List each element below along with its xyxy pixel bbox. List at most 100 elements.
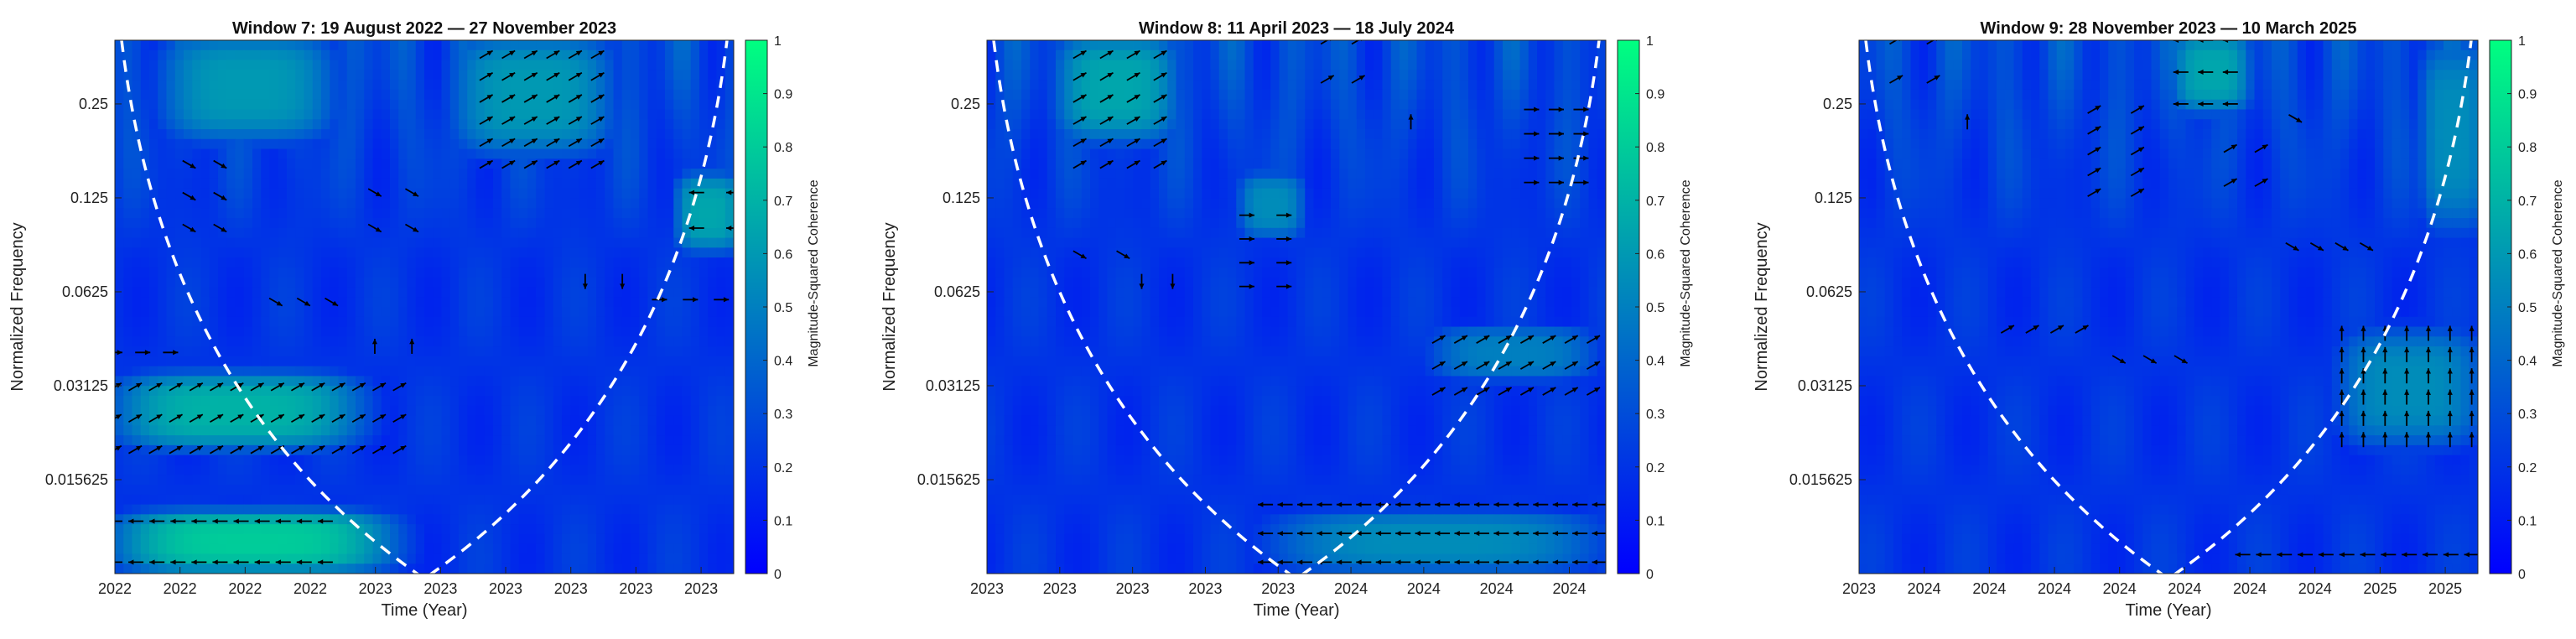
phase-arrow-group bbox=[115, 350, 179, 356]
phase-arrow-group bbox=[2223, 143, 2268, 187]
chart-title: Window 8: 11 April 2023 — 18 July 2024 bbox=[1139, 19, 1455, 38]
phase-arrow-group bbox=[2339, 325, 2475, 448]
y-tick-label: 0.03125 bbox=[1798, 377, 1852, 394]
colorbar-tick-label: 0.1 bbox=[774, 514, 792, 528]
phase-arrow-group bbox=[2285, 242, 2374, 252]
x-tick-label: 2023 bbox=[423, 580, 457, 597]
y-tick-label: 0.03125 bbox=[54, 377, 108, 394]
y-tick-label: 0.015625 bbox=[45, 471, 108, 488]
colorbar-tick-label: 0.4 bbox=[774, 355, 792, 369]
x-tick-label: 2023 bbox=[1043, 580, 1077, 597]
colorbar-tick-label: 0 bbox=[2518, 568, 2526, 582]
phase-arrow-group bbox=[1431, 335, 1601, 396]
y-tick-label: 0.015625 bbox=[917, 471, 980, 488]
x-tick-label: 2023 bbox=[1116, 580, 1150, 597]
x-tick-label: 2024 bbox=[2038, 580, 2071, 597]
coherence-panel-window-8: Window 8: 11 April 2023 — 18 July 2024 0.… bbox=[859, 0, 1717, 639]
x-tick-label: 2023 bbox=[684, 580, 718, 597]
x-tick-label: 2024 bbox=[2103, 580, 2137, 597]
x-tick-label: 2024 bbox=[1552, 580, 1586, 597]
coherence-panel-window-7: Window 7: 19 August 2022 — 27 November 2… bbox=[0, 0, 859, 639]
y-tick-label: 0.0625 bbox=[1806, 283, 1852, 300]
x-tick-label: 2024 bbox=[1334, 580, 1368, 597]
phase-arrow-group bbox=[1320, 40, 1366, 84]
chart-title: Window 9: 28 November 2023 — 10 March 20… bbox=[1981, 19, 2357, 38]
phase-arrow-group bbox=[1072, 250, 1130, 260]
colorbar-tick-label: 0.1 bbox=[1646, 514, 1665, 528]
x-tick-label: 2023 bbox=[1261, 580, 1295, 597]
phase-arrow-group bbox=[115, 382, 407, 455]
colorbar-tick-label: 0.6 bbox=[1646, 247, 1665, 262]
chart-title: Window 7: 19 August 2022 — 27 November 2… bbox=[232, 19, 616, 38]
phase-arrow-group bbox=[652, 297, 730, 303]
y-tick-label: 0.125 bbox=[1815, 190, 1852, 206]
x-tick-label: 2023 bbox=[489, 580, 522, 597]
colorbar-label: Magnitude-Squared Coherence bbox=[2551, 179, 2565, 366]
x-axis-label: Time (Year) bbox=[2126, 601, 2212, 620]
x-tick-label: 2022 bbox=[228, 580, 262, 597]
y-tick-label: 0.125 bbox=[943, 190, 980, 206]
phase-arrow-group bbox=[1408, 114, 1414, 130]
coherence-heatmap bbox=[115, 40, 734, 574]
phase-arrow-group bbox=[182, 159, 227, 233]
coherence-heatmap bbox=[987, 40, 1606, 574]
y-tick-label: 0.0625 bbox=[934, 283, 980, 300]
y-tick-label: 0.0625 bbox=[62, 283, 108, 300]
colorbar-tick-label: 0.9 bbox=[2518, 88, 2537, 102]
colorbar-label: Magnitude-Squared Coherence bbox=[1679, 179, 1693, 366]
colorbar-tick-label: 0.5 bbox=[774, 301, 792, 315]
y-tick-label: 0.25 bbox=[79, 96, 108, 112]
y-axis-label: Normalized Frequency bbox=[8, 222, 27, 391]
colorbar-tick-label: 0.4 bbox=[2518, 355, 2537, 369]
colorbar-tick-label: 0.5 bbox=[1646, 301, 1665, 315]
phase-arrow-group bbox=[1965, 114, 1971, 130]
colorbar-tick-label: 1 bbox=[1646, 34, 1654, 49]
x-tick-label: 2023 bbox=[970, 580, 1004, 597]
y-tick-label: 0.015625 bbox=[1789, 471, 1852, 488]
colorbar-tick-label: 0.7 bbox=[1646, 195, 1665, 209]
phase-arrow-group bbox=[371, 338, 415, 354]
y-axis-label: Normalized Frequency bbox=[880, 222, 899, 391]
phase-arrow-group bbox=[2173, 40, 2238, 106]
phase-arrow-group bbox=[2111, 355, 2189, 364]
coherence-chart-8: Window 8: 11 April 2023 — 18 July 2024 0.… bbox=[880, 19, 1693, 620]
colorbar-label: Magnitude-Squared Coherence bbox=[807, 179, 821, 366]
phase-arrow-group bbox=[2000, 325, 2089, 334]
x-tick-label: 2023 bbox=[554, 580, 588, 597]
colorbar-tick-label: 0.2 bbox=[1646, 461, 1665, 475]
x-tick-label: 2022 bbox=[98, 580, 132, 597]
colorbar bbox=[745, 39, 768, 574]
colorbar-tick-label: 1 bbox=[774, 34, 782, 49]
coherence-chart-7: Window 7: 19 August 2022 — 27 November 2… bbox=[8, 19, 821, 620]
colorbar-tick-label: 0.4 bbox=[1646, 355, 1665, 369]
x-tick-label: 2022 bbox=[164, 580, 197, 597]
colorbar-tick-label: 0.5 bbox=[2518, 301, 2537, 315]
x-tick-label: 2025 bbox=[2428, 580, 2462, 597]
phase-arrow-group bbox=[688, 190, 734, 231]
x-tick-label: 2024 bbox=[2298, 580, 2332, 597]
x-axis-label: Time (Year) bbox=[1254, 601, 1340, 620]
y-tick-label: 0.25 bbox=[951, 96, 980, 112]
colorbar-tick-label: 0.2 bbox=[774, 461, 792, 475]
x-tick-label: 2024 bbox=[1908, 580, 1941, 597]
coherence-chart-9: Window 9: 28 November 2023 — 10 March 20… bbox=[1753, 19, 2565, 620]
x-tick-label: 2023 bbox=[619, 580, 652, 597]
x-tick-label: 2024 bbox=[2233, 580, 2267, 597]
phase-arrow-group bbox=[1239, 212, 1292, 289]
colorbar-tick-label: 0.9 bbox=[1646, 88, 1665, 102]
colorbar-tick-label: 0.1 bbox=[2518, 514, 2537, 528]
colorbar-tick-label: 0.3 bbox=[774, 408, 792, 422]
phase-arrow-group bbox=[2288, 114, 2303, 123]
phase-arrow-group bbox=[268, 297, 339, 307]
colorbar-tick-label: 0 bbox=[1646, 568, 1654, 582]
cone-of-influence bbox=[992, 40, 1601, 574]
x-tick-label: 2022 bbox=[293, 580, 327, 597]
colorbar-tick-label: 0.8 bbox=[774, 141, 792, 155]
colorbar-tick-label: 0.3 bbox=[1646, 408, 1665, 422]
phase-arrow-group bbox=[115, 518, 333, 565]
phase-arrow-group bbox=[1258, 501, 1606, 565]
colorbar-tick-label: 0.6 bbox=[2518, 247, 2537, 262]
phase-arrow-group bbox=[2087, 105, 2145, 197]
phase-arrow-group bbox=[1139, 273, 1176, 289]
x-tick-label: 2024 bbox=[2168, 580, 2201, 597]
